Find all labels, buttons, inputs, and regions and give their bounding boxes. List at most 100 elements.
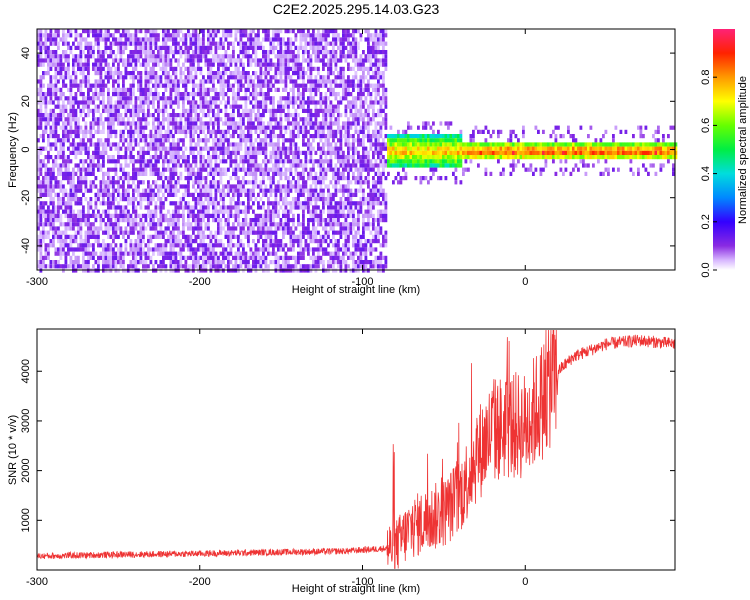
heatmap-cell <box>252 150 255 155</box>
heatmap-cell <box>262 146 265 151</box>
heatmap-cell <box>49 192 53 197</box>
heatmap-cell <box>49 75 53 80</box>
heatmap-cell <box>297 96 300 101</box>
heatmap-cell <box>244 209 248 214</box>
heatmap-cell <box>329 92 333 97</box>
heatmap-cell <box>277 79 280 84</box>
heatmap-cell <box>244 104 248 109</box>
heatmap-cell <box>64 251 68 256</box>
heatmap-cell <box>202 138 205 143</box>
heatmap-cell <box>89 255 93 260</box>
heatmap-cell <box>267 37 270 42</box>
heatmap-cell <box>284 205 288 210</box>
heatmap-cell <box>107 87 110 92</box>
heatmap-cell <box>249 75 253 80</box>
heatmap-cell <box>187 213 190 218</box>
heatmap-cell <box>159 171 163 176</box>
heatmap-cell <box>119 45 123 50</box>
heatmap-cell <box>279 29 283 34</box>
heatmap-cell <box>124 226 128 231</box>
heatmap-cell <box>254 243 258 248</box>
heatmap-cell <box>172 192 175 197</box>
heatmap-cell <box>209 29 213 34</box>
heatmap-cell <box>244 260 248 265</box>
heatmap-cell <box>284 184 288 189</box>
heatmap-cell <box>219 75 223 80</box>
heatmap-cell <box>154 71 158 76</box>
heatmap-cell <box>249 100 253 105</box>
heatmap-cell <box>144 138 148 143</box>
heatmap-cell <box>167 138 170 143</box>
heatmap-cell <box>272 41 275 46</box>
heatmap-cell <box>42 41 45 46</box>
heatmap-cell <box>187 155 190 160</box>
heatmap-cell <box>194 45 198 50</box>
heatmap-cell <box>227 33 230 38</box>
heatmap-cell <box>322 209 325 214</box>
heatmap-cell <box>302 163 305 168</box>
heatmap-cell <box>207 113 210 118</box>
heatmap-cell <box>239 121 243 126</box>
heatmap-cell <box>149 113 153 118</box>
heatmap-cell <box>172 142 175 147</box>
heatmap-cell <box>179 92 183 97</box>
heatmap-cell <box>294 142 298 147</box>
heatmap-cell <box>264 79 268 84</box>
heatmap-cell <box>252 176 255 181</box>
heatmap-cell <box>87 58 90 63</box>
heatmap-cell <box>157 218 160 223</box>
heatmap-cell <box>54 92 58 97</box>
heatmap-cell <box>332 58 335 63</box>
heatmap-cell <box>54 71 58 76</box>
heatmap-cell <box>217 92 220 97</box>
heatmap-cell <box>77 129 80 134</box>
heatmap-cell <box>274 205 278 210</box>
heatmap-cell <box>152 209 155 214</box>
heatmap-cell <box>167 113 170 118</box>
heatmap-cell <box>262 260 265 265</box>
heatmap-cell <box>322 251 325 256</box>
heatmap-cell <box>327 41 330 46</box>
heatmap-cell <box>207 50 210 55</box>
heatmap-cell <box>302 33 305 38</box>
heatmap-cell <box>42 62 45 67</box>
heatmap-cell <box>124 87 128 92</box>
heatmap-cell <box>207 192 210 197</box>
heatmap-cell <box>187 45 190 50</box>
heatmap-cell <box>44 37 48 42</box>
heatmap-cell <box>187 163 190 168</box>
heatmap-cell <box>52 87 55 92</box>
heatmap-cell <box>322 218 325 223</box>
heatmap-cell <box>114 58 118 63</box>
heatmap-cell <box>299 45 303 50</box>
heatmap-cell <box>112 79 115 84</box>
heatmap-cell <box>139 163 143 168</box>
heatmap-cell <box>194 222 198 227</box>
heatmap-cell <box>299 125 303 130</box>
heatmap-cell <box>129 129 133 134</box>
heatmap-cell <box>124 104 128 109</box>
heatmap-cell <box>287 71 290 76</box>
heatmap-cell <box>304 108 308 113</box>
heatmap-cell <box>197 62 200 67</box>
heatmap-cell <box>64 129 68 134</box>
heatmap-cell <box>44 50 48 55</box>
heatmap-cell <box>174 33 178 38</box>
heatmap-cell <box>102 142 105 147</box>
heatmap-cell <box>149 100 153 105</box>
heatmap-cell <box>307 209 310 214</box>
heatmap-cell <box>122 197 125 202</box>
heatmap-cell <box>132 37 135 42</box>
heatmap-cell <box>154 108 158 113</box>
heatmap-cell <box>99 155 103 160</box>
heatmap-cell <box>197 264 200 269</box>
heatmap-cell <box>232 71 235 76</box>
heatmap-cell <box>227 146 230 151</box>
heatmap-cell <box>164 37 168 42</box>
heatmap-cell <box>252 264 255 269</box>
heatmap-cell <box>202 45 205 50</box>
heatmap-cell <box>132 71 135 76</box>
heatmap-cell <box>77 150 80 155</box>
heatmap-cell <box>84 96 88 101</box>
heatmap-cell <box>317 33 320 38</box>
